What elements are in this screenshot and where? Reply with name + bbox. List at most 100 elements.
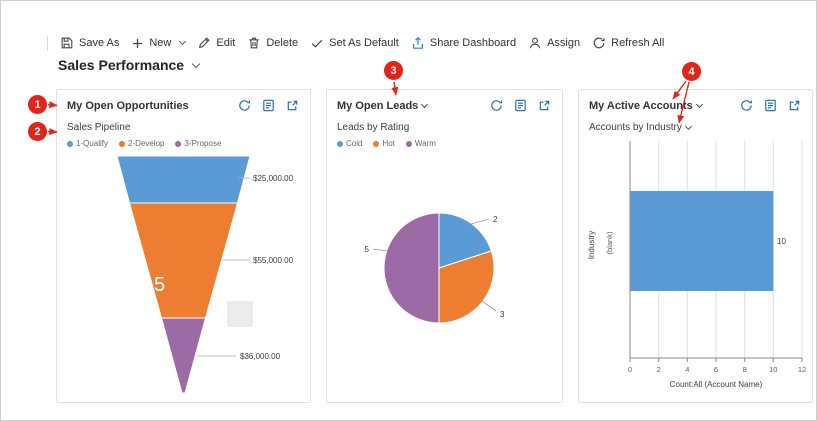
dashboard-selector-chevron-icon[interactable] [191,59,201,68]
check-icon [311,39,323,48]
pie-chart[interactable]: 2 3 5 [327,148,562,398]
pie-slice-warm [383,212,440,324]
view-records-icon[interactable] [763,98,778,113]
delete-label: Delete [266,37,299,49]
chevron-down-icon [179,37,187,46]
assign-label: Assign [547,37,581,49]
legend-label: 2-Develop [128,139,165,148]
x-tick: 8 [743,365,747,374]
legend-dot [175,140,182,147]
funnel-segment-propose [160,317,207,394]
bar-chart[interactable]: 10 0 2 4 6 8 10 12 Count:All (Account Na… [579,133,812,395]
funnel-value-label: $36,000.00 [240,352,281,361]
chart-legend: 1-Qualify 2-Develop 3-Propose [57,133,310,148]
card-title-chevron-icon[interactable] [695,100,703,108]
card-title-text: My Active Accounts [589,99,693,112]
page-title: Sales Performance [58,57,185,73]
y-category-label: (blank) [605,231,614,254]
share-icon [412,36,423,49]
card-title: My Open Leads [337,100,429,112]
funnel-segment-develop [128,202,239,319]
chart-legend: Cold Hot Warm [327,133,562,148]
chart-title: Sales Pipeline [67,122,131,133]
legend-dot [405,140,412,147]
command-bar: Save As New Edit Delete Set As De [47,32,664,54]
new-button[interactable]: New [131,37,187,50]
card-toolbar [489,98,552,113]
set-as-default-button[interactable]: Set As Default [310,36,399,50]
x-tick: 4 [685,365,689,374]
view-records-icon[interactable] [513,98,528,113]
legend-item: Cold [337,139,362,148]
chart-selector[interactable]: Sales Pipeline [57,115,140,133]
delete-button[interactable]: Delete [247,36,298,50]
view-records-icon[interactable] [261,98,276,113]
save-as-label: Save As [79,37,120,49]
refresh-icon[interactable] [739,98,754,113]
x-tick: 6 [714,365,718,374]
legend-item: Warm [405,139,436,148]
refresh-icon [593,37,605,49]
x-axis-title: Count:All (Account Name) [670,380,763,389]
card-my-active-accounts: My Active Accounts Accounts by Industry [578,89,813,403]
callout-line [481,300,497,312]
card-header: My Open Leads [327,90,562,115]
toolbar-divider [47,35,48,51]
popout-icon[interactable] [787,98,802,113]
funnel-value-label: $55,000.00 [253,256,294,265]
legend-item: 3-Propose [175,139,221,148]
chart-selector-chevron-icon [684,122,692,130]
share-dashboard-label: Share Dashboard [429,37,517,49]
legend-item: Hot [373,139,395,148]
refresh-all-button[interactable]: Refresh All [592,36,664,50]
refresh-icon[interactable] [237,98,252,113]
card-toolbar [739,98,802,113]
x-tick: 0 [628,365,632,374]
new-label: New [149,37,172,49]
card-title-chevron-icon[interactable] [421,100,429,108]
callout-badge-4: 4 [682,62,701,81]
trash-icon [249,37,260,49]
legend-label: Cold [346,139,363,148]
save-as-button[interactable]: Save As [60,36,119,50]
pie-slice-label: 5 [365,245,370,254]
pencil-icon [199,37,210,49]
card-my-open-leads: My Open Leads Leads by Rating Cold Hot [326,89,563,403]
callout-badge-1: 1 [28,95,47,114]
card-header: My Active Accounts [579,90,812,115]
legend-label: 1-Qualify [76,139,109,148]
callout-badge-3: 3 [384,61,403,80]
funnel-chart[interactable]: $25,000.00 $55,000.00 $36,000.00 5 [57,148,310,398]
set-as-default-label: Set As Default [329,37,399,49]
callout-badge-2: 2 [28,122,47,141]
chart-selector[interactable]: Accounts by Industry [579,115,701,133]
axes [629,141,803,362]
funnel-count-label: 5 [154,274,165,296]
legend-dot [67,140,73,147]
assign-button[interactable]: Assign [528,36,580,50]
share-dashboard-button[interactable]: Share Dashboard [411,36,516,50]
refresh-all-label: Refresh All [611,37,665,49]
popout-icon[interactable] [285,98,300,113]
edit-button[interactable]: Edit [197,36,235,50]
callout-line [470,218,490,225]
refresh-icon[interactable] [489,98,504,113]
dashboard-title-row: Sales Performance [58,57,201,73]
edit-label: Edit [216,37,236,49]
card-title-text: My Open Opportunities [67,99,189,112]
legend-dot [119,140,126,147]
gray-box [227,301,253,327]
card-header: My Open Opportunities [57,90,310,115]
y-axis-title: Industry [587,231,596,259]
card-my-open-opportunities: My Open Opportunities Sales Pipeline 1-Q… [56,89,311,403]
legend-item: 1-Qualify [67,139,108,148]
pie-slice-label: 2 [493,215,498,224]
legend-dot [337,140,343,147]
chart-selector[interactable]: Leads by Rating [327,115,419,133]
popout-icon[interactable] [537,98,552,113]
plus-icon [133,38,143,48]
bar-blank [630,191,774,291]
card-toolbar [237,98,300,113]
person-icon [529,37,541,49]
